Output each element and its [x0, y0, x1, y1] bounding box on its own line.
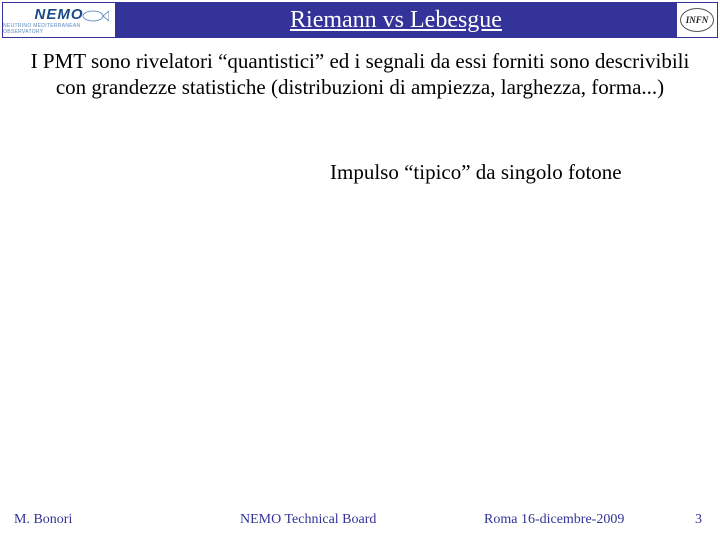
slide-title: Riemann vs Lebesgue — [290, 7, 502, 34]
footer-place-date: Roma 16-dicembre-2009 — [484, 512, 624, 528]
infn-logo: INFN — [676, 2, 718, 38]
nemo-logo: NEMO NEUTRINO MEDITERRANEAN OBSERVATORY — [2, 2, 116, 38]
body-paragraph: I PMT sono rivelatori “quantistici” ed i… — [24, 48, 696, 101]
title-bar: NEMO NEUTRINO MEDITERRANEAN OBSERVATORY … — [2, 2, 718, 38]
slide: NEMO NEUTRINO MEDITERRANEAN OBSERVATORY … — [0, 0, 720, 540]
footer: M. Bonori NEMO Technical Board Roma 16-d… — [0, 510, 720, 530]
nemo-logo-text: NEMO — [35, 6, 84, 23]
fish-icon — [81, 9, 109, 23]
infn-logo-text: INFN — [686, 15, 709, 25]
footer-board: NEMO Technical Board — [240, 512, 376, 528]
infn-logo-oval: INFN — [680, 8, 714, 32]
footer-page-number: 3 — [695, 512, 702, 528]
figure-caption: Impulso “tipico” da singolo fotone — [330, 160, 700, 185]
footer-author: M. Bonori — [14, 512, 72, 528]
slide-title-bar: Riemann vs Lebesgue — [116, 2, 676, 38]
nemo-logo-subtext: NEUTRINO MEDITERRANEAN OBSERVATORY — [3, 23, 115, 35]
